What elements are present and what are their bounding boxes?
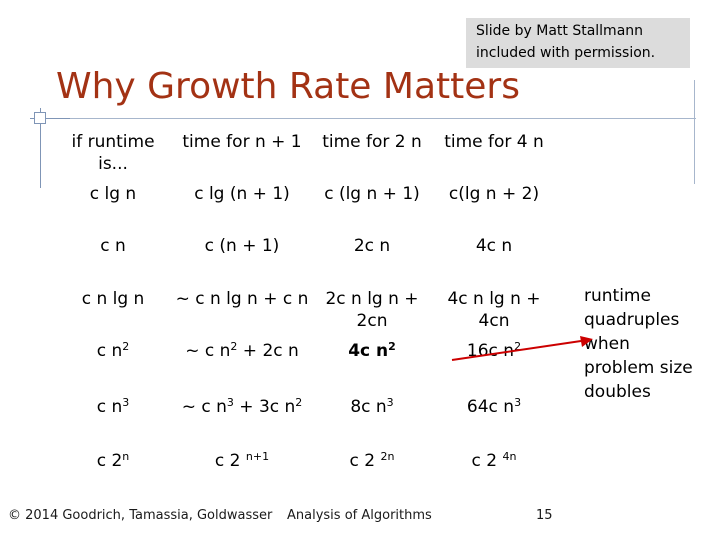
header-cell: time for n + 1 bbox=[182, 132, 302, 152]
cell-text: 4c n bbox=[348, 341, 389, 361]
time-cell: 64c n3 bbox=[431, 396, 557, 450]
table-row: c n lg n ~ c n lg n + c n 2c n lg n + 2cn 4… bbox=[55, 288, 557, 338]
cell-text: ~ c n lg n + c n bbox=[175, 289, 309, 309]
cell-text: 2c n bbox=[353, 236, 391, 256]
title-rule bbox=[30, 118, 696, 119]
cell-text: c lg (n + 1) bbox=[194, 184, 290, 204]
exponent: n bbox=[122, 450, 130, 463]
footer-copyright: © 2014 Goodrich, Tamassia, Goldwasser bbox=[8, 508, 273, 523]
decor-horizontal-rule-left bbox=[30, 118, 70, 119]
time-cell: 4c n2 bbox=[313, 338, 431, 396]
table-row: c n3 ~ c n3 + 3c n2 8c n3 64c n3 bbox=[55, 396, 557, 450]
time-cell: 2c n lg n + 2cn bbox=[313, 288, 431, 338]
time-cell: 4c n bbox=[431, 233, 557, 288]
time-cell: 8c n3 bbox=[313, 396, 431, 450]
exponent: 3 bbox=[514, 396, 522, 409]
time-cell: c 2 n+1 bbox=[171, 450, 313, 490]
cell-text: c (lg n + 1) bbox=[324, 184, 420, 204]
exponent: 2n bbox=[380, 450, 395, 463]
time-cell: 4c n lg n + 4cn bbox=[431, 288, 557, 338]
time-cell: c lg (n + 1) bbox=[171, 181, 313, 233]
page-number: 15 bbox=[536, 508, 553, 523]
time-cell: c 2 2n bbox=[313, 450, 431, 490]
decor-square-marker bbox=[34, 112, 46, 124]
table-row: c lg n c lg (n + 1) c (lg n + 1) c(lg n + 2… bbox=[55, 181, 557, 233]
header-cell: if runtime is... bbox=[71, 132, 155, 174]
cell-text-after: + 3c n bbox=[233, 397, 296, 417]
exponent: 2 bbox=[514, 340, 522, 353]
exponent: 2 bbox=[122, 340, 130, 353]
exponent: 2 bbox=[295, 396, 303, 409]
table-header-row: if runtime is... time for n + 1 time for… bbox=[55, 127, 557, 181]
time-cell: ~ c n lg n + c n bbox=[171, 288, 313, 338]
time-cell: 2c n bbox=[313, 233, 431, 288]
cell-text: c n lg n bbox=[81, 289, 145, 309]
runtime-cell: c lg n bbox=[55, 181, 171, 233]
cell-text: c lg n bbox=[89, 184, 137, 204]
cell-text: c(lg n + 2) bbox=[448, 184, 540, 204]
cell-text: 2c n lg n + 2cn bbox=[325, 289, 419, 331]
cell-text: c 2 bbox=[471, 451, 503, 471]
cell-text: 4c n lg n + 4cn bbox=[447, 289, 541, 331]
runtime-cell: c n bbox=[55, 233, 171, 288]
exponent: 2 bbox=[230, 340, 238, 353]
footer-subject: Analysis of Algorithms bbox=[287, 508, 432, 523]
exponent: n+1 bbox=[245, 450, 270, 463]
credit-line-1: Slide by Matt Stallmann bbox=[476, 23, 644, 39]
cell-text: c n bbox=[96, 341, 123, 361]
cell-text: c 2 bbox=[349, 451, 381, 471]
decor-vertical-rule-left bbox=[40, 108, 41, 188]
cell-text: c n bbox=[96, 397, 123, 417]
cell-text: ~ c n bbox=[181, 397, 227, 417]
time-cell: ~ c n3 + 3c n2 bbox=[171, 396, 313, 450]
cell-text: 4c n bbox=[475, 236, 513, 256]
table-row: c n2 ~ c n2 + 2c n 4c n2 16c n2 bbox=[55, 338, 557, 396]
exponent: 3 bbox=[386, 396, 394, 409]
credit-box: Slide by Matt Stallmann included with pe… bbox=[466, 18, 690, 68]
cell-text: 8c n bbox=[350, 397, 387, 417]
cell-text: c 2 bbox=[214, 451, 246, 471]
quadruples-note: runtime quadruples when problem size dou… bbox=[584, 286, 693, 402]
arrow-line bbox=[451, 340, 582, 361]
cell-text: c n bbox=[100, 236, 126, 256]
credit-line-2: included with permission. bbox=[476, 45, 656, 61]
arrow-head bbox=[580, 336, 593, 347]
time-cell: ~ c n2 + 2c n bbox=[171, 338, 313, 396]
time-cell: c (lg n + 1) bbox=[313, 181, 431, 233]
growth-table: if runtime is... time for n + 1 time for… bbox=[55, 127, 557, 490]
runtime-cell: c n3 bbox=[55, 396, 171, 450]
time-cell: c (n + 1) bbox=[171, 233, 313, 288]
header-cell: time for 2 n bbox=[322, 132, 422, 152]
table-row: c 2n c 2 n+1 c 2 2n c 2 4n bbox=[55, 450, 557, 490]
time-cell: c 2 4n bbox=[431, 450, 557, 490]
slide-title: Why Growth Rate Matters bbox=[56, 66, 520, 107]
runtime-cell: c n lg n bbox=[55, 288, 171, 338]
table-row: c n c (n + 1) 2c n 4c n bbox=[55, 233, 557, 288]
decor-vertical-rule-right bbox=[694, 80, 695, 184]
cell-text: 64c n bbox=[466, 397, 515, 417]
cell-text: ~ c n bbox=[185, 341, 231, 361]
cell-text-after: + 2c n bbox=[237, 341, 299, 361]
exponent: 3 bbox=[122, 396, 130, 409]
header-cell: time for 4 n bbox=[444, 132, 544, 152]
exponent: 2 bbox=[388, 340, 396, 353]
cell-text: c 2 bbox=[96, 451, 123, 471]
runtime-cell: c n2 bbox=[55, 338, 171, 396]
time-cell: c(lg n + 2) bbox=[431, 181, 557, 233]
exponent: 4n bbox=[502, 450, 517, 463]
cell-text: c (n + 1) bbox=[204, 236, 280, 256]
exponent: 3 bbox=[226, 396, 234, 409]
runtime-cell: c 2n bbox=[55, 450, 171, 490]
